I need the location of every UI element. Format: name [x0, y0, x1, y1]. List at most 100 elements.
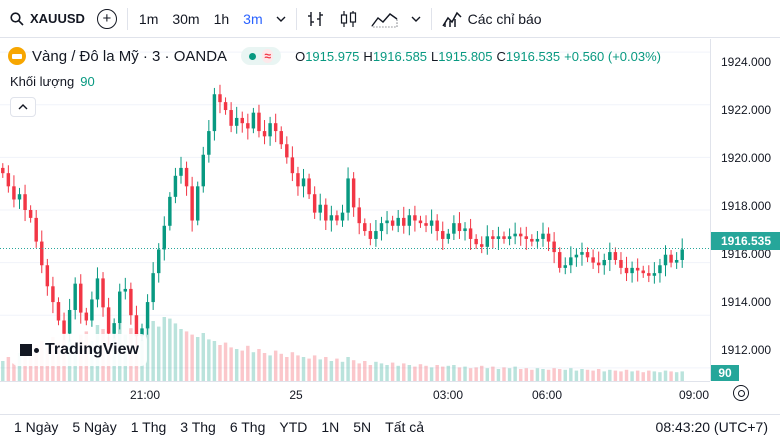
volume-bar [379, 363, 384, 381]
interval-3m[interactable]: 3m [243, 10, 263, 27]
chart-pane[interactable] [0, 39, 710, 381]
interval-dropdown[interactable] [270, 0, 292, 38]
candle-body [457, 223, 462, 232]
volume-bar [658, 372, 662, 381]
time-tick: 03:00 [432, 388, 464, 402]
candle-body [118, 291, 122, 324]
range-all[interactable]: Tất cả [385, 419, 425, 435]
candle [229, 102, 233, 133]
candle [569, 246, 573, 274]
interval-30m[interactable]: 30m [172, 10, 200, 27]
price-scale[interactable]: 1924.000 1922.000 1920.000 1918.000 1916… [710, 39, 780, 381]
candle [296, 166, 300, 196]
candle-body [491, 236, 495, 239]
volume-bar [652, 371, 657, 381]
chart-type-dropdown[interactable] [405, 0, 427, 38]
candle [507, 228, 512, 246]
volume-bar [580, 369, 584, 381]
collapse-legend-button[interactable] [10, 97, 36, 117]
candle-body [413, 215, 417, 221]
volume-bar [513, 366, 517, 381]
candle [502, 231, 506, 244]
volume-bar [635, 370, 640, 381]
range-6m[interactable]: 6 Thg [229, 419, 266, 435]
price-chart[interactable] [0, 39, 710, 381]
candle-body [156, 249, 161, 274]
volume-bar [557, 369, 562, 381]
price-tick: 1916.000 [721, 247, 772, 261]
candle-body [513, 233, 517, 237]
add-symbol-icon[interactable]: + [96, 8, 117, 29]
candle-body [234, 117, 239, 126]
range-3m[interactable]: 3 Thg [180, 419, 216, 435]
volume-bar [552, 368, 556, 381]
candle [290, 146, 295, 182]
volume-legend[interactable]: Khối lượng 90 [10, 74, 95, 89]
compare-button[interactable] [301, 0, 333, 38]
candle-body [12, 186, 16, 200]
candle [84, 307, 89, 326]
candle [151, 262, 155, 310]
candle-body [429, 220, 434, 226]
volume-bar [285, 357, 289, 381]
candle [218, 84, 222, 114]
candle [90, 291, 94, 327]
range-5y[interactable]: 5N [353, 419, 372, 435]
candle [40, 230, 44, 274]
candle-body [613, 252, 618, 260]
candle-body [596, 262, 601, 266]
candle [357, 197, 361, 235]
volume-bar [195, 337, 200, 381]
candle-body [552, 241, 556, 253]
range-1m[interactable]: 1 Thg [130, 419, 167, 435]
candle [446, 228, 451, 244]
candle [674, 252, 679, 269]
candle-body [240, 117, 244, 124]
candle-body [351, 178, 356, 208]
range-ytd[interactable]: YTD [279, 419, 308, 435]
candle [491, 229, 495, 249]
interval-1m[interactable]: 1m [138, 10, 159, 27]
timezone-clock[interactable]: 08:43:20 (UTC+7) [655, 419, 768, 435]
candle [468, 218, 473, 250]
candle-body [79, 283, 83, 313]
candle [552, 232, 556, 264]
tradingview-watermark[interactable]: TradingView [12, 334, 147, 366]
candle-style-button[interactable] [333, 0, 365, 38]
open-key: O [295, 48, 306, 64]
candle-body [62, 320, 66, 334]
candle-body [329, 215, 334, 221]
candle-body [647, 273, 651, 276]
volume-bar [17, 353, 22, 381]
candle-body [424, 223, 428, 226]
indicators-button[interactable]: Các chỉ báo [436, 0, 548, 38]
volume-bar [318, 359, 322, 381]
candle [51, 276, 55, 314]
candle-body [223, 102, 228, 111]
volume-bar [413, 366, 417, 381]
volume-bar [435, 365, 439, 381]
candle-body [390, 220, 395, 226]
settings-icon[interactable] [733, 385, 749, 401]
interval-1h[interactable]: 1h [213, 10, 230, 27]
candle [28, 205, 33, 223]
time-axis[interactable]: 21:00 25 03:00 06:00 09:00 [0, 381, 710, 407]
legend-title[interactable]: Vàng / Đô la Mỹ · 3 · OANDA [32, 47, 228, 65]
candle [168, 192, 172, 231]
symbol-search-button[interactable]: XAUUSD [0, 0, 91, 38]
volume-bar [480, 365, 484, 381]
candle-body [95, 278, 100, 300]
range-1y[interactable]: 1N [321, 419, 340, 435]
candle-body [40, 241, 44, 266]
time-tick: 06:00 [531, 388, 563, 402]
area-style-button[interactable] [365, 0, 405, 38]
candle [1, 163, 5, 178]
candle [34, 210, 38, 248]
volume-bar [329, 361, 334, 381]
candle [407, 208, 412, 236]
market-status-pill[interactable]: ≈ [241, 47, 282, 65]
candle [223, 97, 228, 115]
range-5d[interactable]: 5 Ngày [72, 419, 117, 435]
candle [602, 253, 606, 275]
range-1d[interactable]: 1 Ngày [14, 419, 59, 435]
